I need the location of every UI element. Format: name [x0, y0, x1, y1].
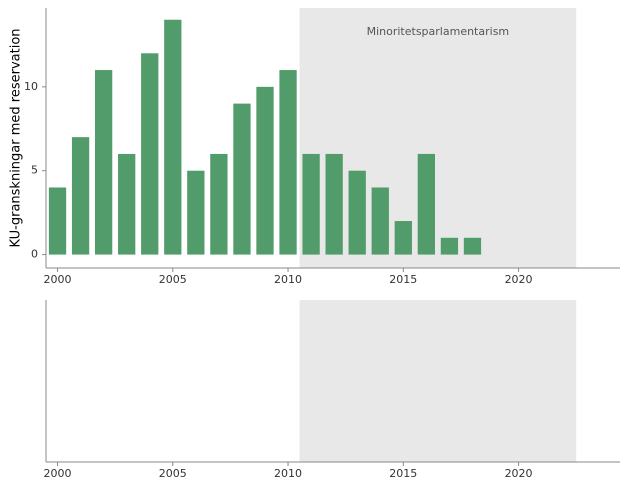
- x-tick-label: 2020: [505, 273, 533, 286]
- x-tick-label: 2015: [389, 273, 417, 286]
- x-tick-label: 2015: [389, 467, 417, 480]
- y-tick-label: 0: [31, 248, 38, 261]
- bar: [371, 187, 389, 255]
- bar: [48, 187, 67, 255]
- bar: [71, 137, 90, 255]
- y-tick-label: 10: [24, 80, 38, 93]
- bar: [279, 70, 297, 255]
- bar: [440, 237, 459, 255]
- bar: [394, 221, 412, 255]
- y-axis-label: KU-granskningar med reservation: [9, 28, 24, 247]
- bar: [141, 53, 159, 255]
- bar: [118, 153, 136, 255]
- x-tick-label: 2005: [159, 273, 187, 286]
- shaded-region: [299, 8, 577, 268]
- x-tick-label: 2000: [44, 273, 72, 286]
- x-tick-label: 2000: [44, 467, 72, 480]
- bar: [187, 170, 205, 255]
- bar: [94, 70, 113, 255]
- bar: [302, 153, 320, 255]
- bar: [417, 153, 436, 255]
- y-tick-label: 5: [31, 164, 38, 177]
- bar: [164, 19, 182, 255]
- bar: [325, 153, 343, 255]
- bar: [256, 86, 274, 255]
- bar: [233, 103, 251, 255]
- bar: [348, 170, 366, 255]
- x-tick-label: 2010: [274, 273, 302, 286]
- x-tick-label: 2010: [274, 467, 302, 480]
- shaded-region: [299, 300, 577, 462]
- region-label: Minoritetsparlamentarism: [367, 25, 510, 38]
- bar: [210, 153, 228, 255]
- x-tick-label: 2020: [505, 467, 533, 480]
- bar: [463, 237, 482, 255]
- x-tick-label: 2005: [159, 467, 187, 480]
